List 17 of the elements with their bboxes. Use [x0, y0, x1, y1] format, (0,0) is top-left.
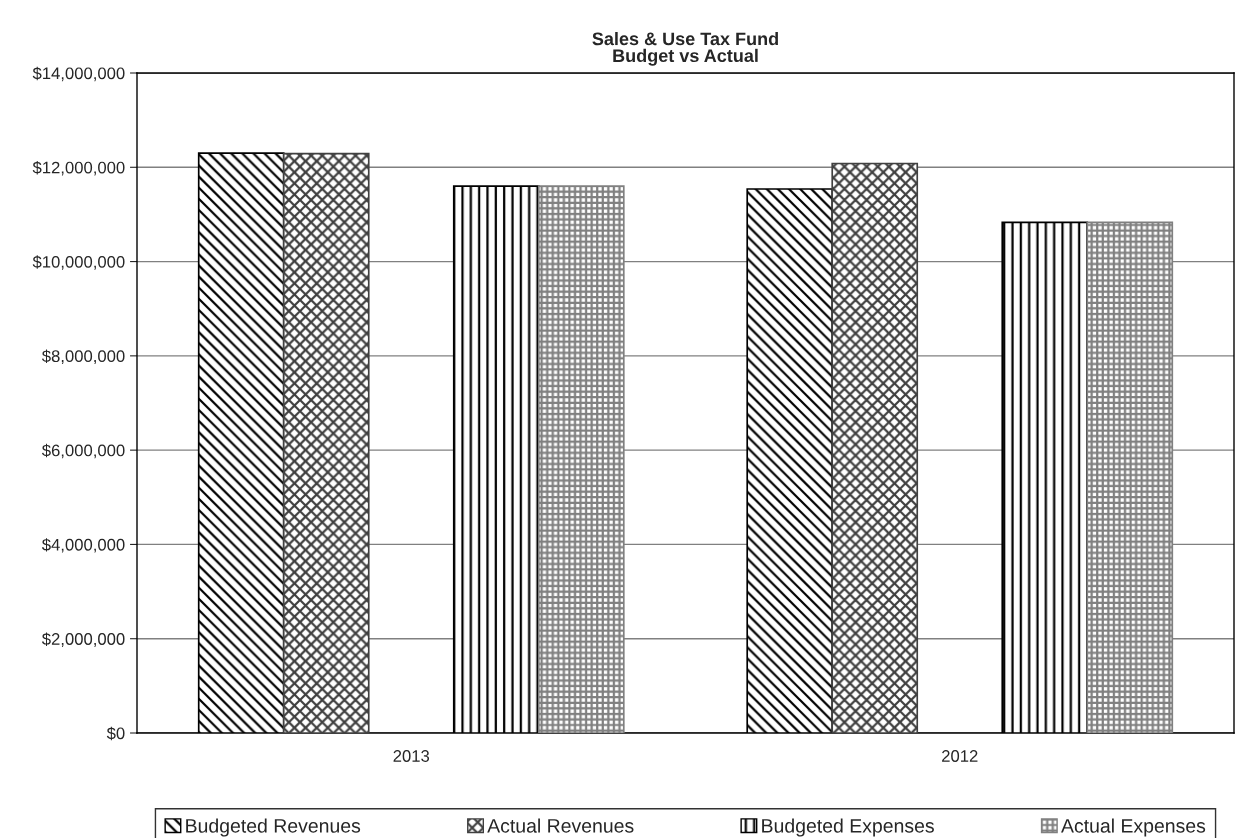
y-tick-label: $8,000,000 — [41, 349, 125, 365]
chart-title: Sales & Use Tax Fund Budget vs Actual — [592, 31, 778, 66]
y-tick-label: $2,000,000 — [41, 632, 125, 647]
bar — [282, 152, 370, 733]
x-tick-label: 2012 — [942, 750, 978, 762]
legend-label: Budgeted Revenues — [186, 818, 361, 837]
y-tick-label: $10,000,000 — [32, 255, 125, 270]
y-tick-label: $14,000,000 — [32, 66, 125, 82]
y-tick-label: $12,000,000 — [32, 160, 125, 176]
legend-label: Budgeted Expenses — [762, 818, 934, 837]
y-tick-label: $4,000,000 — [41, 538, 125, 553]
x-tick-label: 2013 — [393, 750, 430, 762]
y-tick-label: $0 — [106, 726, 125, 741]
y-tick-label: $6,000,000 — [41, 443, 125, 459]
legend-label: Actual Expenses — [1061, 818, 1206, 837]
bar — [831, 162, 919, 733]
legend-label: Actual Revenues — [487, 818, 634, 833]
